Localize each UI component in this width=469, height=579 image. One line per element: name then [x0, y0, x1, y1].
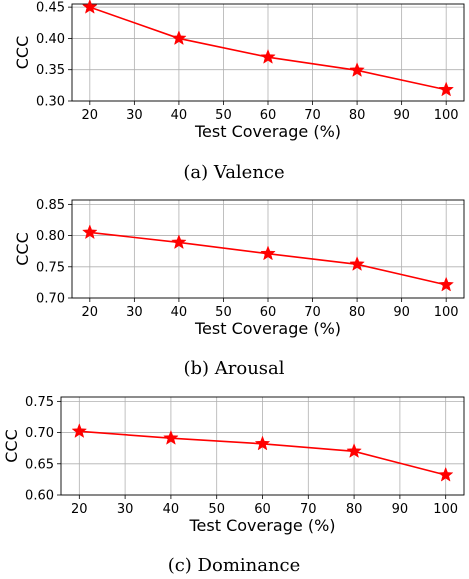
y-tick-label: 0.85	[36, 198, 65, 213]
x-tick-label: 100	[433, 502, 458, 517]
data-point-star	[438, 276, 454, 292]
x-tick-label: 20	[82, 305, 99, 320]
y-tick-label: 0.45	[36, 1, 65, 16]
y-axis-label: CCC	[13, 232, 32, 266]
y-tick-label: 0.75	[36, 260, 65, 275]
x-tick-label: 80	[349, 108, 366, 123]
data-point-star	[82, 0, 98, 14]
x-tick-label: 100	[434, 305, 459, 320]
x-tick-label: 30	[117, 502, 134, 517]
x-tick-label: 100	[434, 108, 459, 123]
x-tick-label: 20	[82, 108, 99, 123]
axes-frame	[71, 199, 465, 299]
data-point-star	[346, 443, 362, 458]
y-tick-label: 0.35	[36, 63, 65, 78]
x-tick-label: 90	[393, 108, 410, 123]
x-axis-label: Test Coverage (%)	[194, 122, 341, 141]
y-tick-label: 0.70	[36, 292, 65, 307]
x-tick-label: 80	[349, 305, 366, 320]
y-tick-label: 0.65	[25, 457, 54, 472]
x-tick-label: 30	[126, 108, 143, 123]
data-point-star	[171, 234, 187, 250]
chart-panel-2: 20 30 40 50 60 70 80 90 100 0.70 0.75 0.80 0.85 Test …	[13, 198, 465, 379]
x-tick-label: 70	[300, 502, 317, 517]
y-axis-label: CCC	[13, 36, 32, 70]
data-point-star	[171, 30, 187, 46]
x-tick-label: 20	[71, 502, 88, 517]
axes-frame	[60, 396, 465, 496]
x-axis-label: Test Coverage (%)	[194, 319, 341, 338]
subfigure-caption: (c) Dominance	[168, 555, 301, 576]
y-tick-label: 0.75	[25, 395, 54, 410]
x-tick-label: 90	[392, 502, 409, 517]
data-point-star	[438, 81, 454, 97]
x-tick-label: 80	[346, 502, 363, 517]
axes-frame	[71, 3, 465, 102]
data-point-star	[163, 430, 179, 445]
x-tick-label: 50	[215, 108, 232, 123]
x-tick-label: 60	[254, 502, 271, 517]
x-tick-label: 40	[171, 305, 188, 320]
y-axis-label: CCC	[2, 429, 21, 463]
data-point-star	[349, 256, 365, 271]
x-axis-label: Test Coverage (%)	[188, 516, 335, 535]
x-tick-label: 60	[260, 305, 277, 320]
data-point-star	[437, 466, 454, 482]
data-point-star	[260, 245, 276, 261]
y-tick-label: 0.70	[25, 426, 54, 441]
x-tick-label: 50	[215, 305, 232, 320]
data-point-star	[349, 62, 365, 77]
data-point-star	[71, 423, 88, 438]
data-point-star	[82, 224, 98, 240]
chart-panel-3: 20 30 40 50 60 70 80 90 100 0.60 0.65 0.70 0.75 Test …	[2, 395, 465, 576]
x-tick-label: 30	[126, 305, 143, 320]
x-tick-label: 90	[393, 305, 410, 320]
y-tick-label: 0.80	[36, 229, 65, 244]
x-tick-label: 70	[304, 305, 321, 320]
data-point-star	[254, 435, 271, 451]
chart-panel-1: 20 30 40 50 60 70 80 90 100 0.30 0.35 0.40 0.45 Test …	[13, 0, 465, 183]
subfigure-caption: (b) Arousal	[183, 358, 284, 379]
x-tick-label: 50	[208, 502, 225, 517]
x-tick-label: 70	[304, 108, 321, 123]
x-tick-label: 40	[171, 108, 188, 123]
subfigure-caption: (a) Valence	[183, 162, 284, 183]
y-tick-label: 0.40	[36, 32, 65, 47]
data-point-star	[260, 48, 276, 64]
y-tick-label: 0.30	[36, 95, 65, 110]
x-tick-label: 60	[260, 108, 277, 123]
y-tick-label: 0.60	[25, 489, 54, 504]
x-tick-label: 40	[163, 502, 180, 517]
